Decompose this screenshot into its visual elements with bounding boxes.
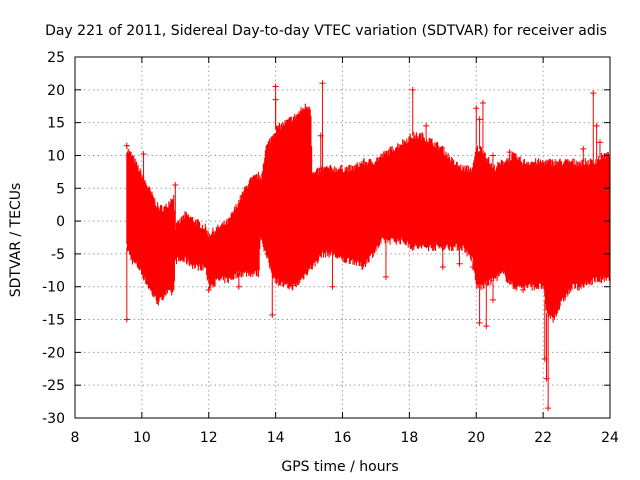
outlier-point: [479, 99, 486, 106]
outlier-point: [172, 181, 179, 188]
outlier-point: [469, 264, 476, 271]
outlier-point: [123, 316, 130, 323]
x-tick-label: 10: [133, 430, 151, 446]
outlier-point: [473, 105, 480, 112]
outlier-point: [272, 83, 279, 90]
y-tick-label: 10: [47, 148, 65, 164]
x-tick-labels: 8 10 12 14 16 18 20 22 24: [71, 430, 619, 446]
y-axis-title: SDTVAR / TECUs: [8, 183, 24, 298]
x-tick-label: 16: [334, 430, 352, 446]
outlier-point: [205, 287, 212, 294]
outlier-point: [382, 273, 389, 280]
y-tick-label: 20: [47, 83, 65, 99]
y-tick-label: -30: [42, 411, 65, 427]
y-tick-label: 15: [47, 116, 65, 132]
x-tick-label: 12: [200, 430, 218, 446]
outlier-point: [476, 116, 483, 123]
outlier-point: [272, 96, 279, 103]
y-tick-label: -15: [42, 313, 65, 329]
outlier-point: [269, 311, 276, 318]
data-points: [123, 80, 611, 412]
x-tick-label: 14: [267, 430, 285, 446]
x-axis-title: GPS time / hours: [281, 459, 398, 475]
y-tick-label: -20: [42, 345, 65, 361]
outlier-point: [409, 86, 416, 93]
x-tick-label: 18: [400, 430, 418, 446]
x-tick-label: 8: [71, 430, 80, 446]
outlier-point: [319, 80, 326, 87]
outlier-point: [580, 145, 587, 152]
x-tick-label: 22: [534, 430, 552, 446]
chart-title: Day 221 of 2011, Sidereal Day-to-day VTE…: [45, 23, 607, 39]
outlier-point: [329, 283, 336, 290]
outlier-point: [140, 151, 147, 158]
outlier-point: [265, 142, 272, 149]
outlier-point: [235, 283, 242, 290]
outlier-point: [545, 405, 552, 412]
y-tick-label: -10: [42, 280, 65, 296]
y-tick-labels: -30 -25 -20 -15 -10 -5 0 5 10 15 20 25: [42, 50, 65, 427]
y-tick-label: -5: [51, 247, 65, 263]
outlier-point: [439, 264, 446, 271]
outlier-point: [483, 323, 490, 330]
outlier-point: [423, 122, 430, 129]
y-tick-label: -25: [42, 378, 65, 394]
y-tick-label: 5: [56, 181, 65, 197]
outlier-point: [506, 149, 513, 156]
outlier-point: [489, 152, 496, 159]
outlier-point: [590, 90, 597, 97]
x-tick-label: 24: [601, 430, 619, 446]
y-tick-label: 25: [47, 50, 65, 66]
x-tick-label: 20: [467, 430, 485, 446]
outlier-point: [456, 260, 463, 267]
ticks: [74, 56, 611, 419]
outlier-point: [123, 142, 130, 149]
outlier-point: [520, 287, 527, 294]
outlier-point: [596, 139, 603, 146]
outlier-point: [476, 319, 483, 326]
outlier-point: [289, 282, 296, 289]
outlier-point: [489, 296, 496, 303]
y-tick-label: 0: [56, 214, 65, 230]
outlier-point: [593, 122, 600, 129]
